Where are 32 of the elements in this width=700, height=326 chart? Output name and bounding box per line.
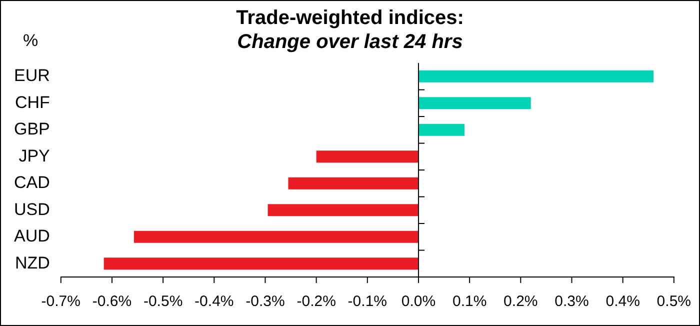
x-tick-label: 0.1% [452, 293, 487, 310]
y-axis-title: % [23, 31, 38, 51]
x-tick-label: -0.4% [194, 293, 234, 310]
y-tick-label: GBP [14, 120, 50, 139]
bar [268, 204, 418, 216]
x-tick-label: -0.2% [296, 293, 336, 310]
x-tick-label: 0.3% [554, 293, 589, 310]
y-tick-label: CHF [14, 92, 50, 112]
chart-subtitle: Change over last 24 hrs [237, 31, 463, 53]
x-tick-label: -0.3% [246, 293, 285, 310]
y-tick-label: EUR [14, 66, 50, 86]
y-tick-label: AUD [14, 226, 50, 246]
x-tick-label: -0.1% [348, 293, 387, 310]
bar [418, 70, 654, 82]
bar [288, 177, 418, 190]
bar [316, 150, 418, 163]
x-tick-label: 0.5% [656, 293, 692, 310]
x-tick-label: -0.7% [41, 293, 80, 310]
x-tick-label: 0.2% [504, 293, 538, 310]
chart-title: Trade-weighted indices: [235, 7, 465, 30]
x-tick-label: -0.5% [143, 293, 183, 310]
x-tick-label: 0.4% [606, 293, 640, 310]
y-tick-label: NZD [14, 253, 50, 272]
x-tick-label: 0.0% [401, 293, 436, 310]
x-tick-label: -0.6% [92, 293, 132, 310]
y-tick-label: CAD [14, 173, 50, 192]
y-tick-label: USD [14, 200, 50, 219]
bar [418, 124, 464, 136]
y-tick-label: JPY [18, 146, 50, 166]
bar [134, 230, 418, 243]
bar [418, 97, 531, 110]
bar [104, 258, 418, 270]
